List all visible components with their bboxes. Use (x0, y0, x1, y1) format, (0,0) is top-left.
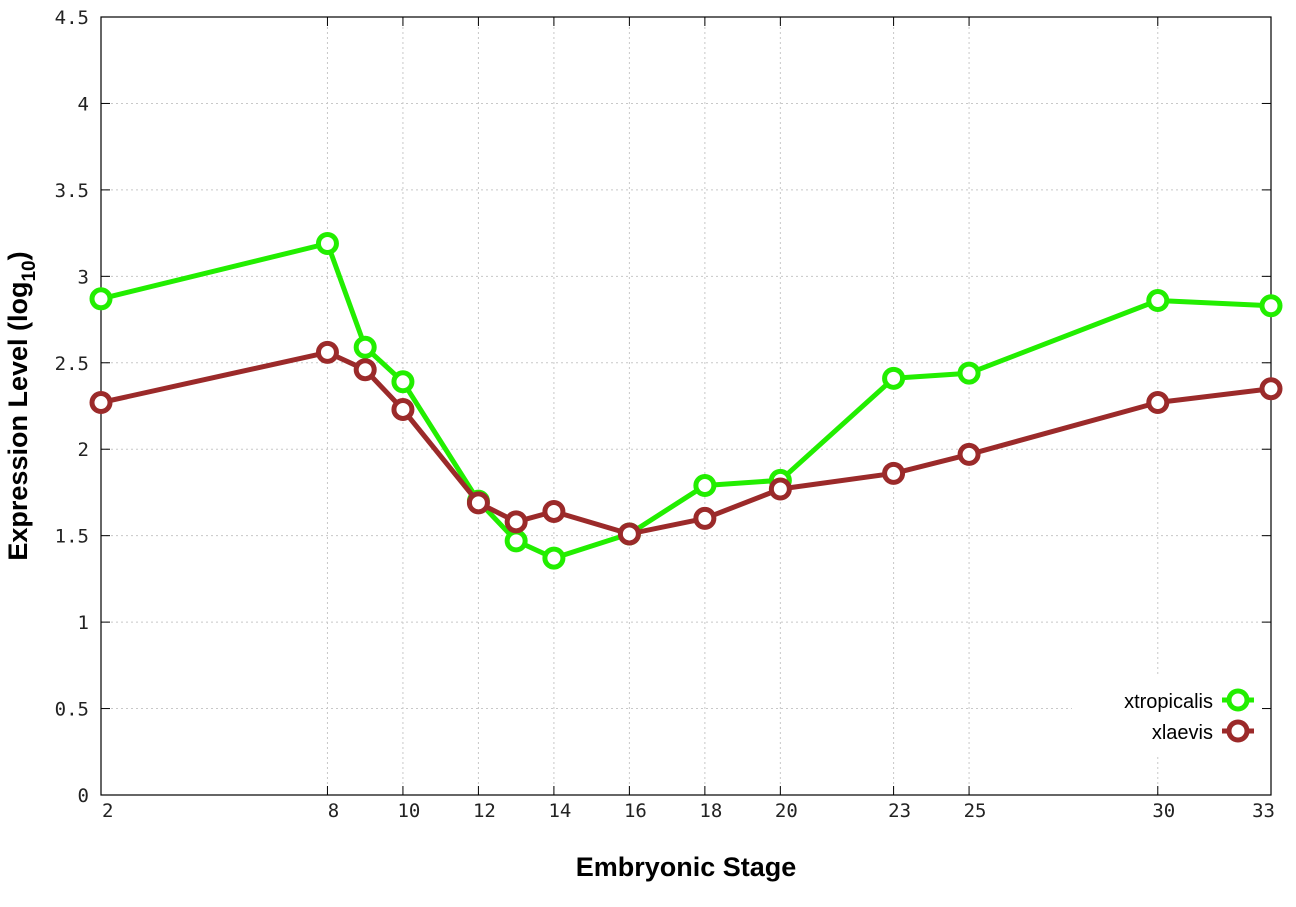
x-tick-label: 33 (1252, 800, 1275, 822)
y-tick-label: 0 (78, 785, 89, 807)
y-tick-label: 2 (78, 439, 89, 461)
y-tick-label: 3.5 (55, 180, 89, 202)
series-line-xlaevis (98, 349, 1274, 537)
data-point-xtropicalis (1259, 294, 1283, 318)
data-point-xtropicalis (693, 474, 717, 498)
data-point-xtropicalis (542, 546, 566, 570)
x-tick-label: 16 (624, 800, 647, 822)
y-tick-label: 4.5 (55, 7, 89, 29)
data-point-xlaevis (315, 340, 339, 364)
data-point-xlaevis (1146, 391, 1170, 415)
y-axis-title-close: ) (3, 251, 33, 260)
data-point-xtropicalis (353, 335, 377, 359)
series-line-xtropicalis (98, 241, 1274, 561)
series-xlaevis (89, 340, 1283, 546)
data-point-xtropicalis (391, 370, 415, 394)
y-axis-title: Expression Level (log10) (3, 251, 40, 560)
legend: xtropicalis xlaevis (1072, 676, 1262, 754)
series-layer (89, 231, 1283, 570)
y-tick-label: 0.5 (55, 699, 89, 721)
x-tick-label: 23 (888, 800, 911, 822)
x-tick-label: 18 (699, 800, 722, 822)
legend-marker-xlaevis (1226, 719, 1250, 743)
tick-labels: 0 0.5 1 1.5 2 2.5 3 3.5 4 4.5 2 8 10 12 14 16 18 20 23 25 30… (55, 7, 1275, 822)
data-point-xlaevis (882, 461, 906, 485)
legend-background (1072, 676, 1262, 754)
data-point-xlaevis (391, 397, 415, 421)
x-tick-label: 20 (775, 800, 798, 822)
data-point-xtropicalis (1146, 289, 1170, 313)
data-point-xlaevis (1259, 377, 1283, 401)
y-tick-label: 3 (78, 266, 89, 288)
data-point-xtropicalis (882, 366, 906, 390)
y-tick-label: 1 (78, 612, 89, 634)
data-point-xlaevis (617, 522, 641, 546)
data-point-xlaevis (353, 358, 377, 382)
x-axis-title: Embryonic Stage (576, 852, 797, 882)
y-axis-title-subscript: 10 (19, 260, 40, 281)
y-axis-title-main: Expression Level (log (3, 282, 33, 561)
data-point-xtropicalis (957, 361, 981, 385)
data-point-xtropicalis (89, 287, 113, 311)
y-tick-label: 1.5 (55, 526, 89, 548)
x-tick-label: 14 (548, 800, 571, 822)
data-point-xlaevis (89, 391, 113, 415)
data-point-xlaevis (466, 491, 490, 515)
data-point-xtropicalis (315, 231, 339, 255)
y-tick-label: 4 (78, 93, 89, 115)
legend-marker-xtropicalis (1226, 688, 1250, 712)
data-point-xlaevis (542, 499, 566, 523)
legend-label-xtropicalis: xtropicalis (1124, 691, 1213, 713)
data-point-xlaevis (693, 506, 717, 530)
data-point-xtropicalis (504, 529, 528, 553)
x-tick-label: 12 (473, 800, 496, 822)
x-tick-label: 25 (964, 800, 987, 822)
data-point-xlaevis (504, 510, 528, 534)
data-point-xlaevis (768, 477, 792, 501)
series-xtropicalis (89, 231, 1283, 570)
x-tick-label: 8 (328, 800, 339, 822)
legend-label-xlaevis: xlaevis (1152, 722, 1213, 744)
x-tick-label: 30 (1152, 800, 1175, 822)
data-point-xlaevis (957, 442, 981, 466)
y-tick-label: 2.5 (55, 353, 89, 375)
x-tick-label: 2 (102, 800, 113, 822)
grid-lines (101, 17, 1271, 795)
x-tick-label: 10 (397, 800, 420, 822)
